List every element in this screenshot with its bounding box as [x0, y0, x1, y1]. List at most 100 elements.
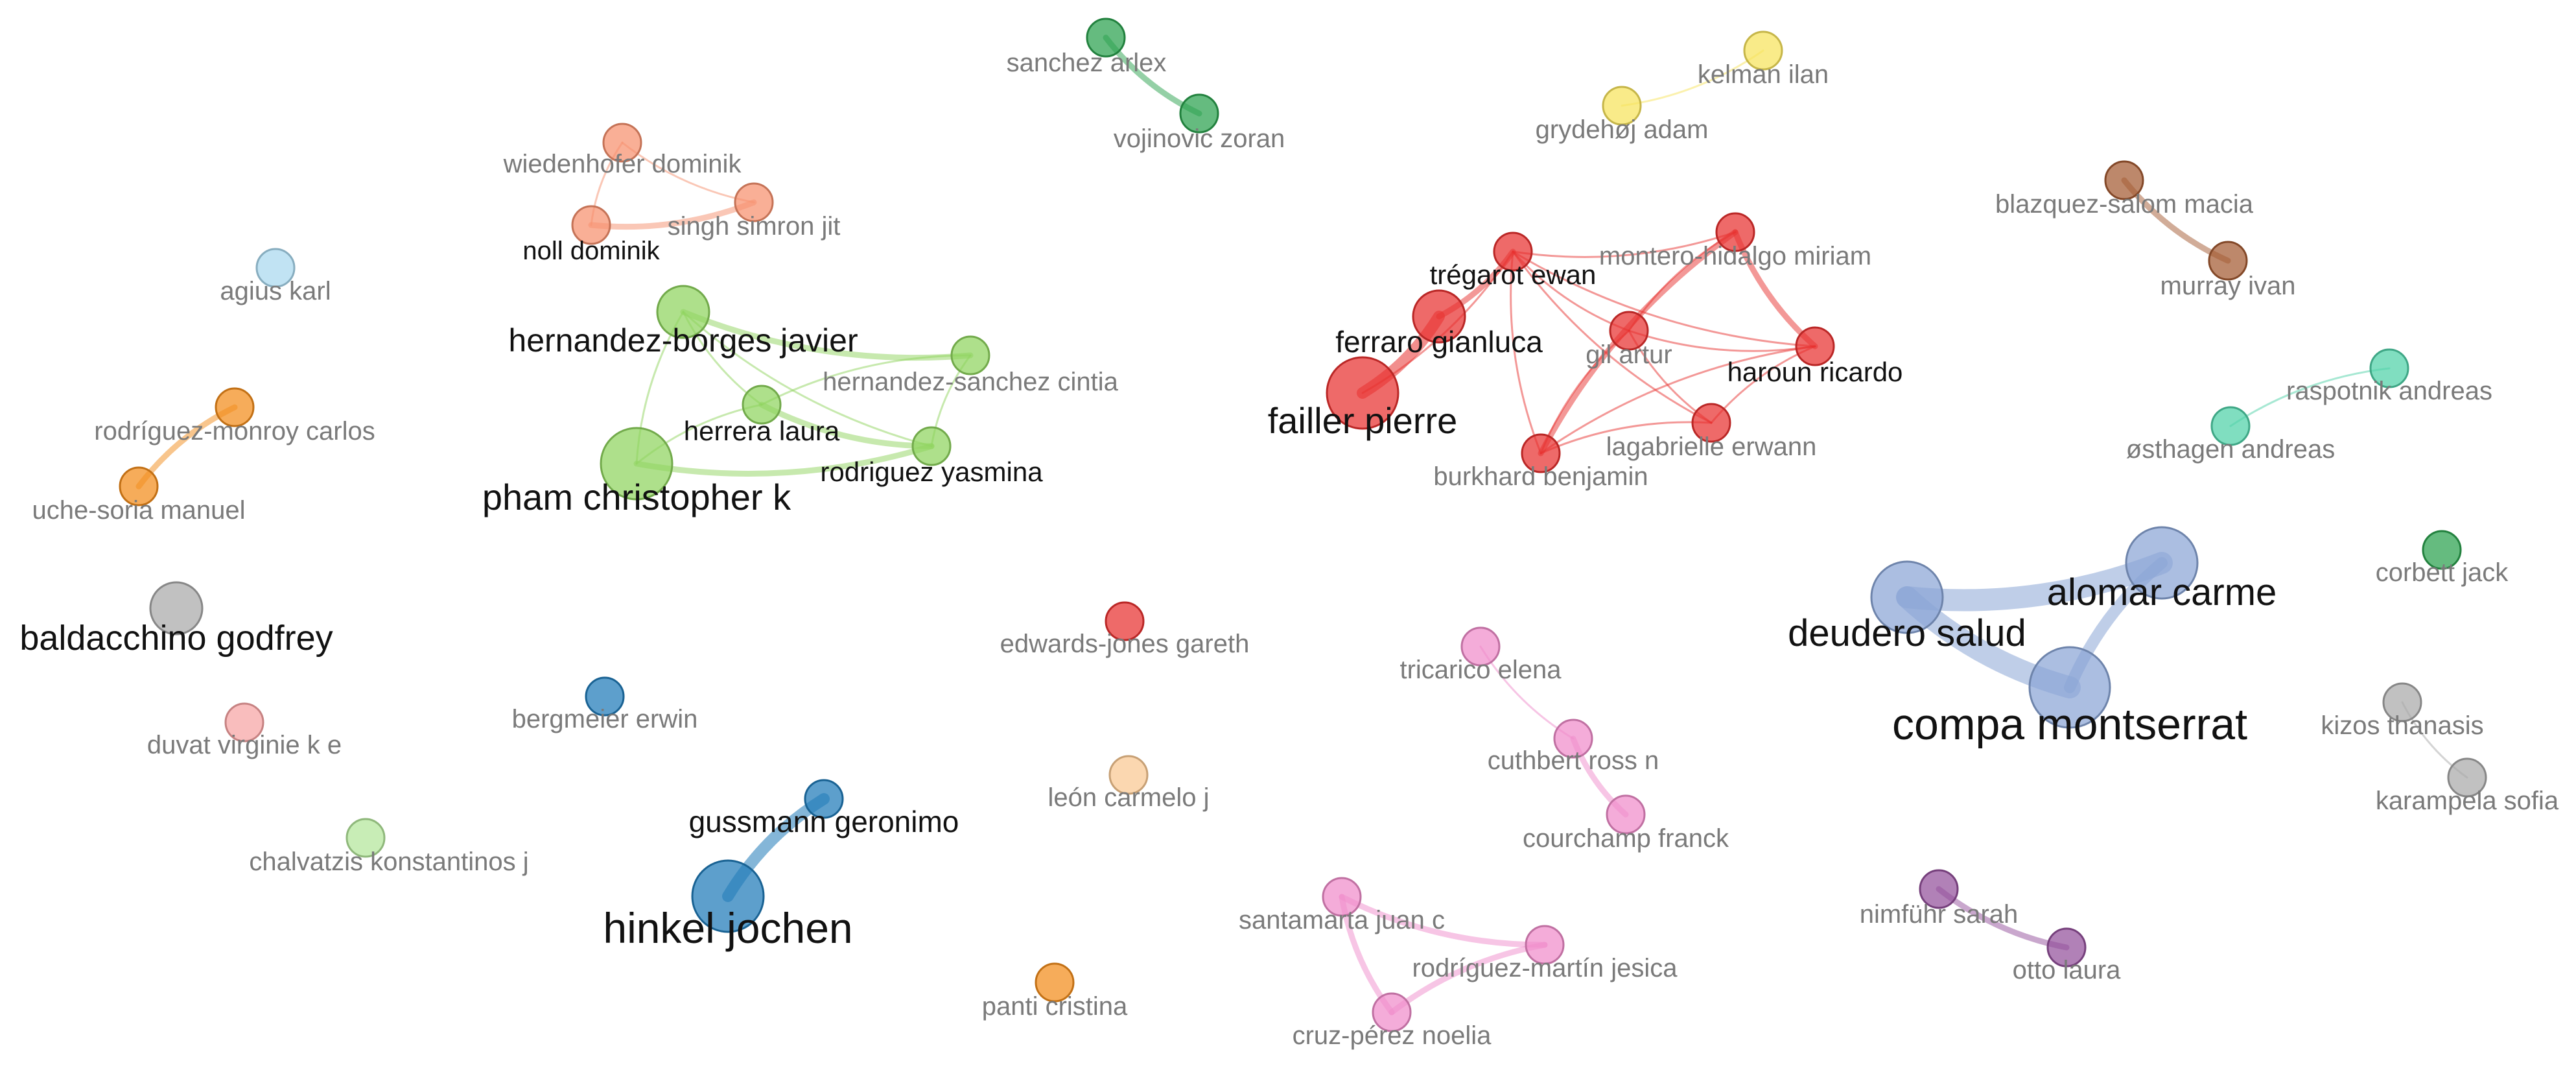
node-alomar[interactable]: [2125, 526, 2199, 600]
node-label-alomar: alomar carme: [2047, 571, 2277, 613]
node-noll[interactable]: [571, 205, 611, 245]
node-murray[interactable]: [2208, 241, 2248, 281]
edge-tregarot-burkhard: [1510, 250, 1542, 455]
node-label-failler: failler pierre: [1268, 400, 1458, 441]
node-kelman[interactable]: [1743, 30, 1783, 71]
node-burkhard[interactable]: [1521, 433, 1561, 473]
node-label-cuthbert: cuthbert ross n: [1488, 746, 1659, 775]
node-label-pham: pham christopher k: [482, 477, 791, 517]
node-label-edwards: edwards-jones gareth: [1000, 630, 1250, 658]
node-label-gil: gil artur: [1586, 340, 1672, 369]
node-grydehoj[interactable]: [1602, 86, 1642, 126]
node-hinkel[interactable]: [691, 859, 765, 933]
node-wiedenhofer[interactable]: [602, 123, 642, 163]
node-herrera[interactable]: [742, 385, 782, 425]
node-tregarot[interactable]: [1493, 232, 1533, 272]
node-otto[interactable]: [2046, 927, 2087, 968]
node-agius[interactable]: [255, 248, 296, 288]
node-leon[interactable]: [1108, 755, 1149, 795]
node-label-duvat: duvat virginie k e: [147, 731, 342, 759]
node-label-murray: murray ivan: [2160, 272, 2296, 300]
node-chalvatzis[interactable]: [345, 818, 386, 858]
node-rmartin[interactable]: [1525, 925, 1565, 965]
node-gil[interactable]: [1609, 311, 1649, 351]
node-cuthbert[interactable]: [1553, 719, 1593, 759]
node-label-lagabrielle: lagabrielle erwann: [1606, 433, 1817, 461]
node-label-haroun: haroun ricardo: [1727, 357, 1903, 387]
node-label-blazquez: blazquez-salom macia: [1995, 190, 2254, 219]
node-label-rmonroy: rodríguez-monroy carlos: [94, 417, 375, 446]
node-tricarico[interactable]: [1460, 626, 1501, 667]
node-compa[interactable]: [2028, 646, 2111, 729]
node-label-ryasmina: rodriguez yasmina: [820, 457, 1043, 487]
node-bergmeier[interactable]: [585, 676, 625, 717]
node-label-singh: singh simron jit: [668, 212, 841, 241]
node-nimfuhr[interactable]: [1919, 869, 1959, 909]
node-failler[interactable]: [1326, 356, 1399, 430]
node-karampela[interactable]: [2447, 757, 2487, 798]
edge-pham-ryasmina: [633, 443, 935, 477]
node-label-gussmann: gussmann geronimo: [689, 805, 959, 838]
node-blazquez[interactable]: [2104, 160, 2144, 200]
node-cruz[interactable]: [1372, 992, 1412, 1032]
node-rmonroy[interactable]: [215, 387, 255, 427]
node-label-tregarot: trégarot ewan: [1430, 259, 1597, 290]
node-label-burkhard: burkhard benjamin: [1433, 462, 1648, 491]
node-ryasmina[interactable]: [911, 426, 952, 466]
node-deudero[interactable]: [1870, 560, 1944, 634]
node-osthagen[interactable]: [2210, 406, 2251, 446]
node-label-agius: agius karl: [220, 277, 331, 305]
node-label-otto: otto laura: [2013, 956, 2122, 984]
network-labels: sanchez arlex vojinovic zoran kelman ilan g…: [19, 49, 2559, 1050]
node-ferraro[interactable]: [1412, 289, 1466, 344]
node-hsanchez[interactable]: [950, 335, 990, 375]
node-raspotnik[interactable]: [2369, 348, 2409, 388]
node-kizos[interactable]: [2382, 682, 2422, 722]
node-label-tricarico: tricarico elena: [1399, 656, 1562, 684]
node-label-osthagen: østhagen andreas: [2126, 435, 2335, 464]
node-gussmann[interactable]: [804, 779, 844, 819]
node-label-deudero: deudero salud: [1788, 612, 2026, 654]
node-montero[interactable]: [1715, 212, 1755, 252]
node-singh[interactable]: [734, 182, 774, 222]
edge-hsanchez-herrera: [760, 354, 972, 406]
node-label-grydehoj: grydehøj adam: [1536, 115, 1709, 144]
node-label-chalvatzis: chalvatzis konstantinos j: [249, 848, 528, 876]
node-label-uche: uche-soria manuel: [32, 496, 245, 525]
node-lagabrielle[interactable]: [1691, 403, 1731, 443]
node-label-ferraro: ferraro gianluca: [1335, 325, 1543, 359]
node-courchamp[interactable]: [1606, 794, 1646, 835]
edge-lagabrielle-burkhard: [1540, 421, 1713, 455]
node-corbett[interactable]: [2422, 530, 2462, 570]
node-label-kelman: kelman ilan: [1698, 60, 1829, 89]
node-label-sanchez: sanchez arlex: [1007, 49, 1167, 77]
node-hborges[interactable]: [656, 285, 710, 339]
node-label-raspotnik: raspotnik andreas: [2286, 377, 2492, 405]
node-label-vojinovic: vojinovic zoran: [1114, 125, 1285, 153]
node-uche[interactable]: [119, 466, 159, 506]
edge-raspotnik-osthagen: [2229, 367, 2391, 427]
node-label-montero: montero-hidalgo miriam: [1599, 242, 1871, 270]
node-label-hinkel: hinkel jochen: [603, 904, 852, 952]
network-nodes: [119, 18, 2487, 1032]
node-baldacchino[interactable]: [149, 581, 204, 636]
node-label-corbett: corbett jack: [2376, 558, 2509, 587]
edge-tregarot-montero: [1512, 231, 1737, 258]
node-vojinovic[interactable]: [1179, 93, 1219, 134]
node-pham[interactable]: [600, 427, 673, 501]
node-santamarta[interactable]: [1322, 877, 1362, 917]
node-label-compa: compa montserrat: [1892, 700, 2247, 749]
edge-haroun-burkhard: [1540, 345, 1816, 455]
node-label-baldacchino: baldacchino godfrey: [19, 619, 333, 658]
node-sanchez[interactable]: [1086, 18, 1126, 58]
node-label-panti: panti cristina: [982, 992, 1128, 1021]
edge-noll-singh: [588, 199, 757, 230]
node-haroun[interactable]: [1795, 326, 1835, 366]
node-edwards[interactable]: [1105, 601, 1145, 641]
node-label-wiedenhofer: wiedenhofer dominik: [503, 150, 742, 178]
node-duvat[interactable]: [224, 702, 264, 743]
node-panti[interactable]: [1035, 962, 1075, 1003]
node-label-noll: noll dominik: [522, 237, 660, 265]
edge-hborges-ryasmina: [682, 311, 933, 447]
